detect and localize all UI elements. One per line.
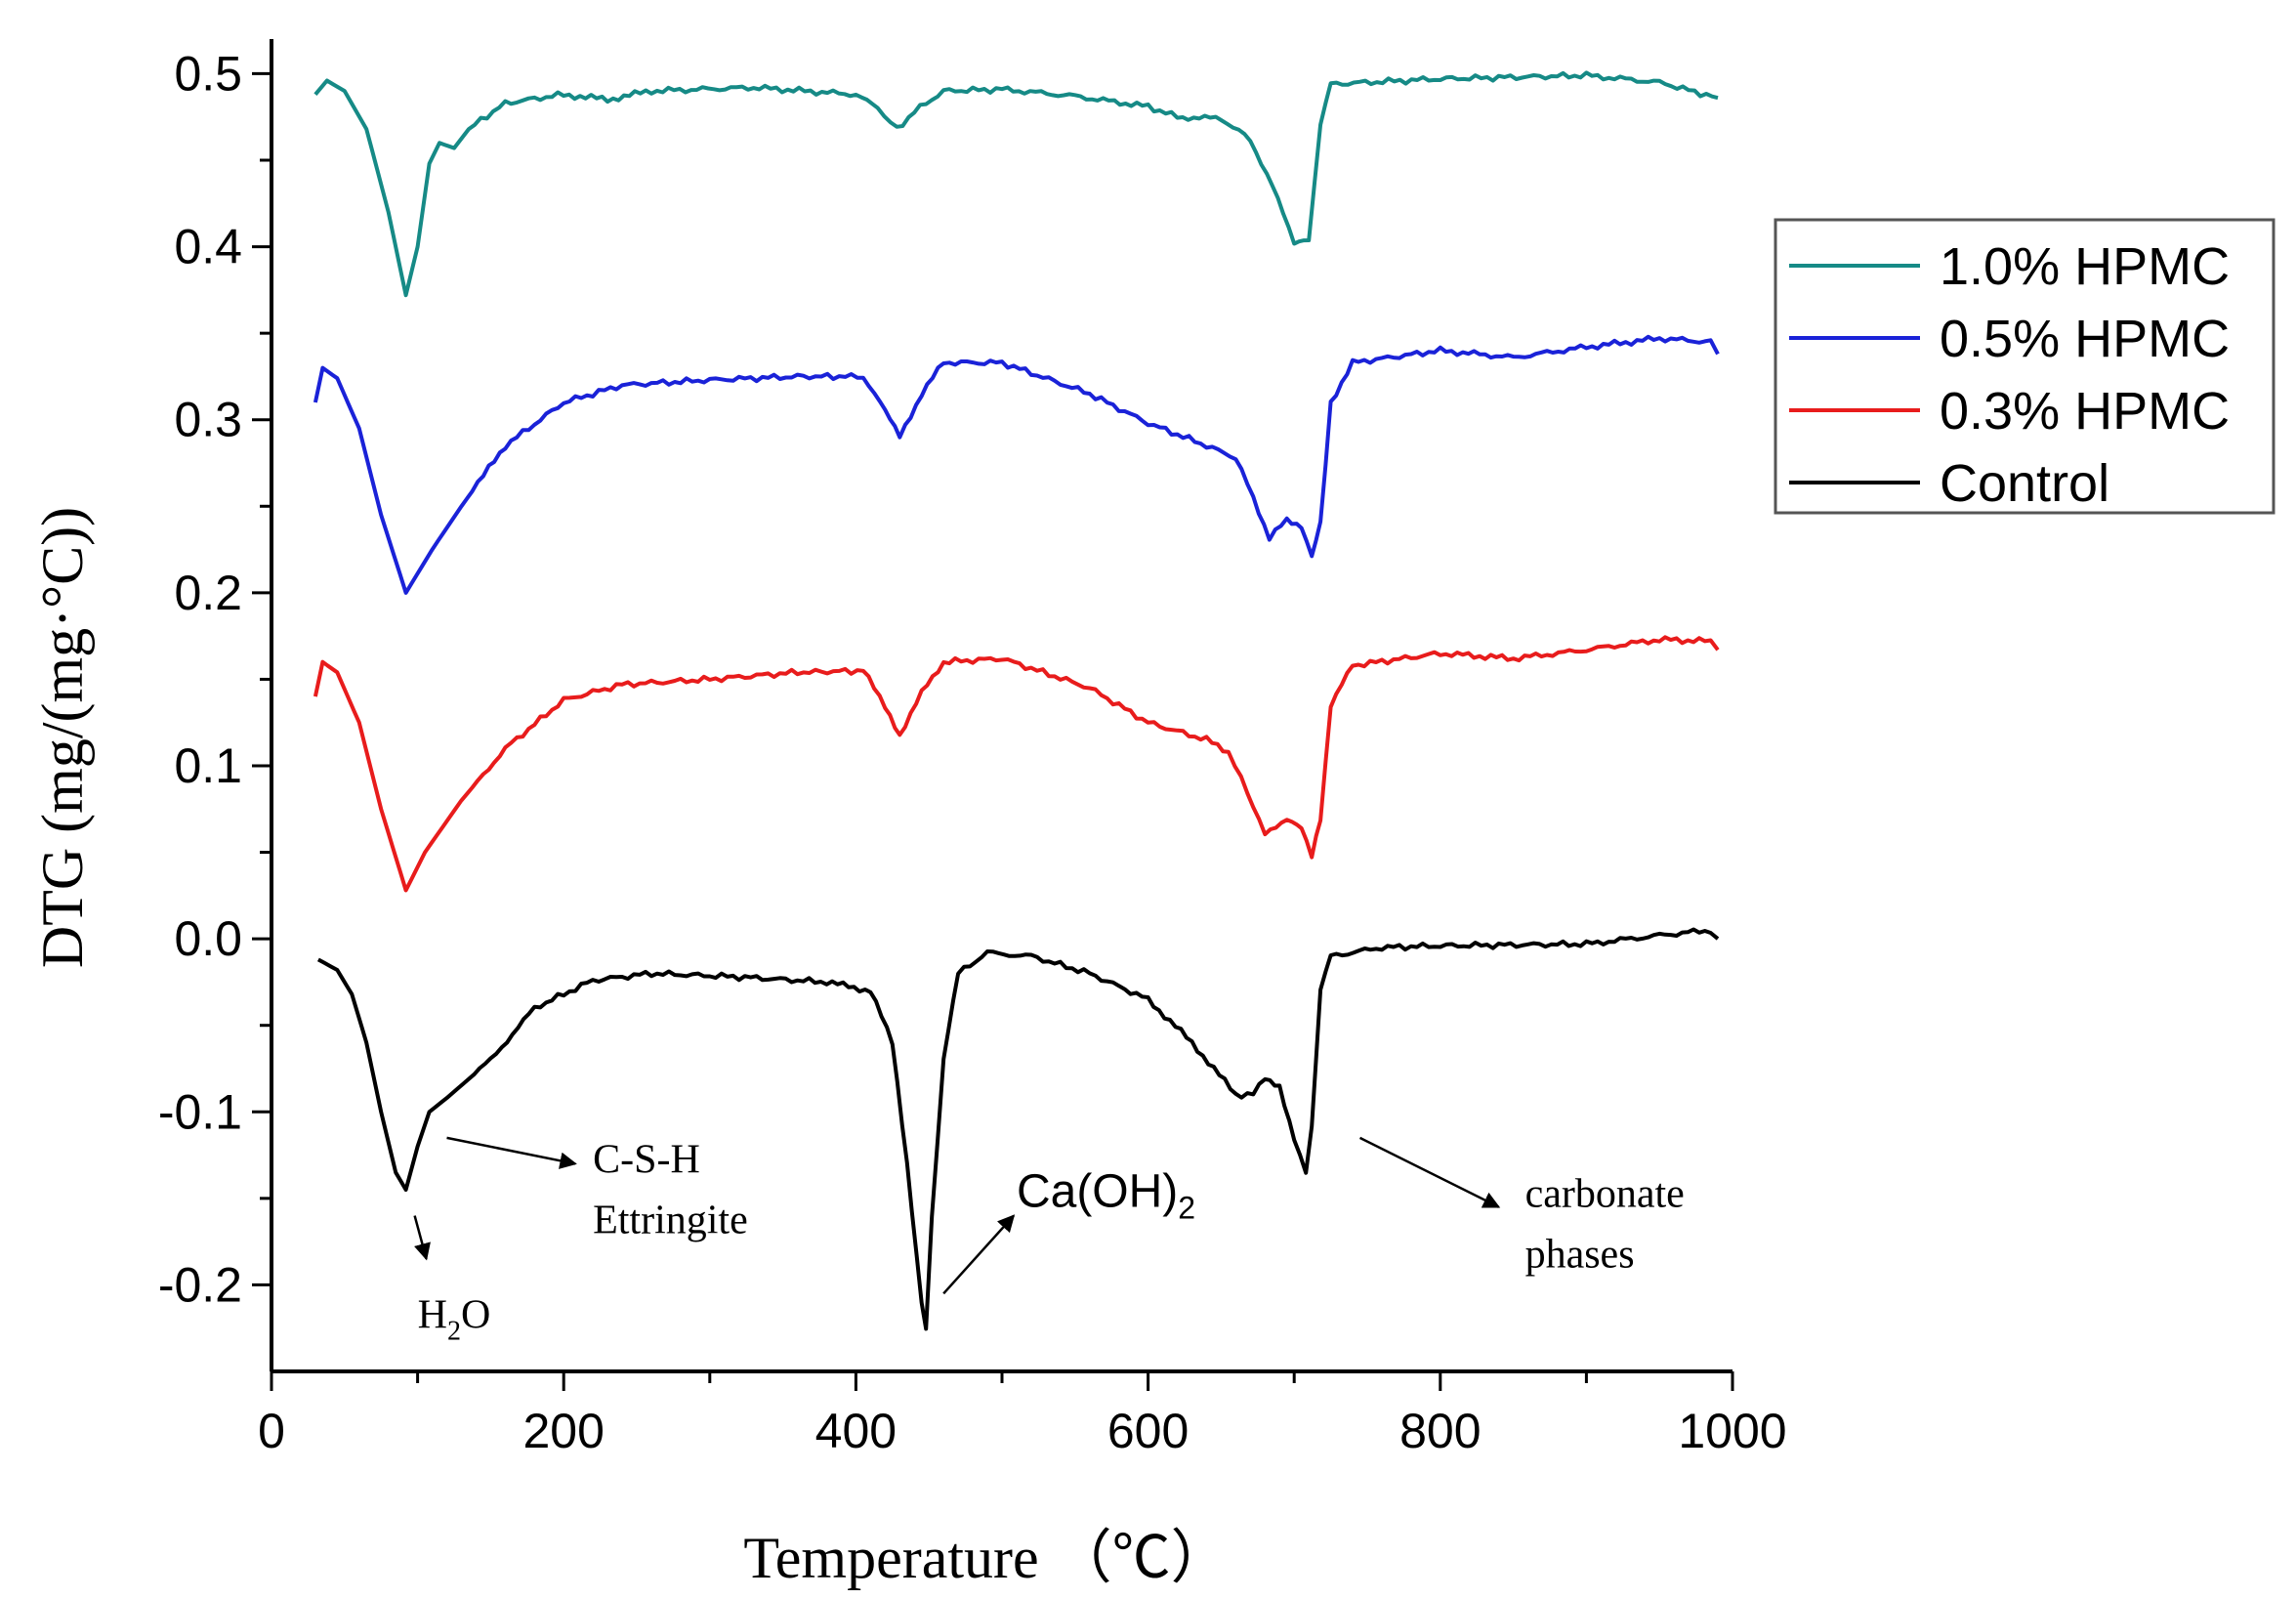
annotation-arrow <box>1358 1136 1501 1208</box>
x-tick-label: 400 <box>815 1404 897 1458</box>
y-tick-label: 0.1 <box>174 738 242 793</box>
x-tick-label: 200 <box>522 1404 604 1458</box>
annotation-arrow <box>942 1214 1016 1295</box>
series-line-1-0-hpmc <box>313 70 1719 298</box>
annotation-label: carbonate <box>1525 1172 1685 1217</box>
annotation-arrow <box>446 1136 577 1169</box>
y-tick-label: 0.5 <box>174 46 242 101</box>
annotation-label: phases <box>1525 1233 1635 1278</box>
x-tick-label: 1000 <box>1678 1404 1786 1458</box>
annotation-label: Ettringite <box>593 1198 748 1242</box>
x-tick-label: 600 <box>1107 1404 1189 1458</box>
y-tick-label: -0.2 <box>158 1257 242 1312</box>
series-line-control <box>316 927 1720 1331</box>
x-tick-label: 800 <box>1399 1404 1481 1458</box>
legend: 1.0% HPMC 0.5% HPMC 0.3% HPMC Control <box>1774 218 2275 515</box>
x-tick-label: 0 <box>258 1404 285 1458</box>
legend-label: 1.0% HPMC <box>1940 237 2230 296</box>
series-line-0-5-hpmc <box>313 334 1720 595</box>
annotation-label: C-S-H <box>593 1137 700 1182</box>
annotation-arrow <box>413 1215 431 1261</box>
legend-label: 0.5% HPMC <box>1940 310 2230 368</box>
x-axis-title: Temperature （℃） <box>743 1526 1229 1590</box>
legend-label: 0.3% HPMC <box>1940 382 2230 441</box>
y-tick-label: 0.2 <box>174 566 242 620</box>
annotation-label: Ca(OH)2 <box>1017 1166 1195 1226</box>
legend-label: Control <box>1940 454 2109 513</box>
y-tick-label: 0.3 <box>174 393 242 447</box>
y-tick-label: 0.0 <box>174 911 242 966</box>
axes: 0 200 400 600 800 1000 0.5 0.4 0.3 0.2 0.1 0.0 -0.1 -… <box>158 39 1787 1458</box>
series-line-0-3-hpmc <box>313 635 1720 893</box>
y-axis-title: DTG (mg/(mg·°C)) <box>30 507 95 968</box>
annotations: C-S-H Ettringite H2O Ca(OH)2 carbonate phases <box>413 1136 1685 1347</box>
legend-box <box>1774 218 2275 515</box>
y-tick-label: 0.4 <box>174 220 242 274</box>
series-layer <box>313 70 1720 1331</box>
y-tick-label: -0.1 <box>158 1084 242 1139</box>
annotation-label: H2O <box>418 1293 491 1347</box>
